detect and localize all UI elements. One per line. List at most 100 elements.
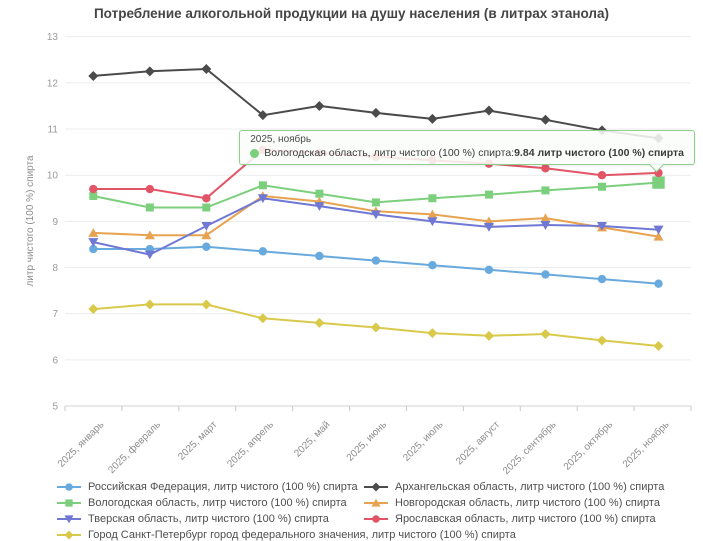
- data-point[interactable]: [315, 189, 324, 198]
- data-point[interactable]: [88, 304, 99, 315]
- data-point[interactable]: [427, 328, 438, 339]
- data-point[interactable]: [540, 213, 551, 223]
- data-point[interactable]: [314, 100, 325, 111]
- data-point[interactable]: [257, 194, 268, 204]
- legend-marker-icon: [57, 530, 81, 539]
- legend-marker-icon: [364, 482, 388, 491]
- data-point[interactable]: [540, 114, 551, 125]
- data-point[interactable]: [483, 330, 494, 341]
- data-point[interactable]: [370, 322, 381, 333]
- data-point[interactable]: [258, 247, 268, 256]
- x-tick-label: 2025, июнь: [345, 419, 389, 463]
- data-point[interactable]: [64, 514, 74, 523]
- tooltip-row: Вологодская область, литр чистого (100 %…: [250, 147, 684, 159]
- legend-item-4[interactable]: Тверская область, литр чистого (100 %) с…: [56, 511, 363, 526]
- data-point[interactable]: [371, 498, 381, 507]
- data-point[interactable]: [540, 221, 551, 230]
- data-point[interactable]: [88, 238, 99, 247]
- data-point[interactable]: [64, 530, 74, 539]
- data-point[interactable]: [89, 244, 98, 254]
- data-point[interactable]: [257, 313, 268, 324]
- data-point[interactable]: [596, 221, 607, 231]
- data-point[interactable]: [144, 250, 155, 260]
- data-point[interactable]: [201, 299, 212, 310]
- legend-label: Архангельская область, литр чистого (100…: [395, 480, 665, 493]
- data-point[interactable]: [89, 191, 98, 200]
- data-point[interactable]: [258, 181, 267, 190]
- data-point[interactable]: [541, 186, 550, 195]
- data-point[interactable]: [370, 107, 381, 118]
- data-point[interactable]: [597, 182, 606, 191]
- data-point[interactable]: [65, 498, 73, 507]
- chart-legend: Российская Федерация, литр чистого (100 …: [56, 479, 664, 541]
- data-point[interactable]: [88, 228, 99, 237]
- data-point[interactable]: [654, 279, 663, 288]
- data-point[interactable]: [483, 105, 494, 116]
- data-point[interactable]: [371, 256, 381, 265]
- data-point[interactable]: [372, 514, 380, 523]
- data-point[interactable]: [145, 203, 154, 212]
- data-point[interactable]: [653, 340, 664, 351]
- data-point[interactable]: [428, 261, 437, 270]
- data-point[interactable]: [370, 210, 381, 220]
- data-point[interactable]: [541, 164, 550, 173]
- data-point[interactable]: [540, 328, 551, 339]
- data-point[interactable]: [202, 194, 211, 203]
- line-chart-plot: 5 6 7 8 9 10 11 12 13 литр чистого (100 %) спирта…: [25, 32, 692, 475]
- data-point[interactable]: [202, 242, 211, 251]
- legend-marker-icon: [57, 498, 81, 507]
- data-point[interactable]: [201, 221, 212, 231]
- data-point[interactable]: [89, 184, 98, 194]
- data-point[interactable]: [597, 170, 607, 180]
- legend-item-5[interactable]: Ярославская область, литр чистого (100 %…: [363, 511, 664, 526]
- data-point[interactable]: [427, 113, 438, 124]
- data-point[interactable]: [314, 317, 325, 328]
- data-point[interactable]: [427, 217, 438, 227]
- legend-item-3[interactable]: Новгородская область, литр чистого (100 …: [363, 495, 664, 510]
- y-tick-label: 12: [47, 78, 59, 89]
- tooltip-date: 2025, ноябрь: [250, 134, 312, 145]
- x-tick-label: 2025, апрель: [225, 419, 276, 470]
- data-point[interactable]: [427, 209, 438, 219]
- series-2: [89, 176, 665, 212]
- legend-marker-icon: [364, 514, 388, 523]
- data-point[interactable]: [541, 270, 550, 279]
- data-point[interactable]: [653, 231, 664, 241]
- data-point[interactable]: [597, 274, 607, 284]
- legend-item-2[interactable]: Вологодская область, литр чистого (100 %…: [56, 495, 363, 510]
- data-point[interactable]: [484, 265, 494, 275]
- data-point[interactable]: [145, 184, 155, 194]
- data-point[interactable]: [257, 110, 268, 121]
- data-point[interactable]: [653, 225, 664, 235]
- data-point[interactable]: [201, 230, 212, 240]
- data-point[interactable]: [315, 251, 324, 261]
- series-4: [88, 194, 664, 260]
- legend-item-1[interactable]: Архангельская область, литр чистого (100…: [363, 479, 664, 494]
- data-point[interactable]: [88, 70, 99, 81]
- x-tick-label: 2025, ноябрь: [620, 419, 671, 470]
- series-6: [88, 299, 664, 351]
- legend-label: Вологодская область, литр чистого (100 %…: [88, 496, 347, 509]
- data-point[interactable]: [144, 66, 155, 77]
- data-point[interactable]: [428, 194, 437, 203]
- legend-marker-icon: [364, 498, 388, 507]
- data-point[interactable]: [314, 202, 325, 211]
- series-line: [93, 245, 659, 285]
- data-point[interactable]: [596, 335, 607, 346]
- data-point[interactable]: [484, 190, 493, 199]
- legend-item-0[interactable]: Российская Федерация, литр чистого (100 …: [56, 479, 363, 494]
- legend-item-6[interactable]: Город Санкт-Петербург город федерального…: [56, 527, 664, 541]
- data-point[interactable]: [371, 482, 381, 491]
- data-point[interactable]: [202, 203, 211, 212]
- data-point[interactable]: [144, 230, 155, 240]
- data-point[interactable]: [371, 198, 380, 207]
- data-point[interactable]: [144, 299, 155, 310]
- series-line: [93, 67, 659, 140]
- chart-tooltip: 2025, ноябрь Вологодская область, литр ч…: [239, 130, 695, 172]
- data-point[interactable]: [65, 482, 73, 491]
- data-point[interactable]: [483, 222, 494, 232]
- legend-label: Новгородская область, литр чистого (100 …: [395, 496, 660, 509]
- data-point[interactable]: [652, 176, 665, 189]
- data-point[interactable]: [201, 64, 212, 75]
